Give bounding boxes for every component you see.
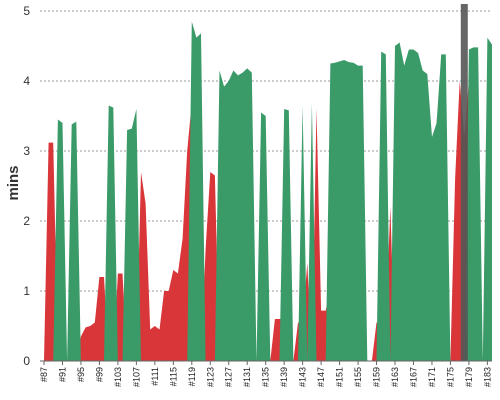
x-tick-label: #119 <box>187 367 197 386</box>
y-tick-labels: 0 1 2 3 4 5 <box>23 4 30 368</box>
y-tick-label: 1 <box>23 284 30 298</box>
x-tick-label: #179 <box>464 367 474 387</box>
x-tick-label: #111 <box>150 367 160 386</box>
highlight-marker-bar <box>460 4 468 361</box>
x-tick-labels: #87 #91 #95 #99 #103 #107 #111 #115 #119 #123 #127… <box>39 361 492 387</box>
y-axis-label: mins <box>5 165 22 200</box>
y-tick-label: 0 <box>23 354 30 368</box>
highlight-marker <box>460 4 468 361</box>
x-tick-label: #131 <box>242 367 252 387</box>
x-tick-label: #103 <box>113 367 123 387</box>
series-area-1 <box>44 60 492 361</box>
x-tick-label: #127 <box>224 367 234 387</box>
x-tick-label: #91 <box>58 367 68 382</box>
x-tick-label: #151 <box>335 367 345 387</box>
x-tick-label: #115 <box>168 367 178 386</box>
x-tick-label: #123 <box>205 367 215 387</box>
x-tick-label: #175 <box>445 367 455 387</box>
series-areas <box>44 21 492 361</box>
y-tick-label: 2 <box>23 214 30 228</box>
x-tick-label: #159 <box>372 367 382 387</box>
x-tick-label: #167 <box>409 367 419 387</box>
x-tick-label: #183 <box>482 367 492 387</box>
y-tick-label: 5 <box>23 4 30 18</box>
x-tick-label: #87 <box>39 367 49 382</box>
x-tick-label: #95 <box>76 367 86 382</box>
x-tick-label: #163 <box>390 367 400 387</box>
x-tick-label: #143 <box>298 367 308 387</box>
x-tick-label: #171 <box>427 367 437 387</box>
y-tick-label: 3 <box>23 144 30 158</box>
x-tick-label: #99 <box>94 367 104 382</box>
x-tick-label: #107 <box>131 367 141 387</box>
y-tick-label: 4 <box>23 74 30 88</box>
x-tick-label: #155 <box>353 367 363 387</box>
x-tick-label: #147 <box>316 367 326 387</box>
series-area-2 <box>44 21 492 361</box>
x-tick-label: #135 <box>261 367 271 387</box>
x-tick-label: #139 <box>279 367 289 387</box>
